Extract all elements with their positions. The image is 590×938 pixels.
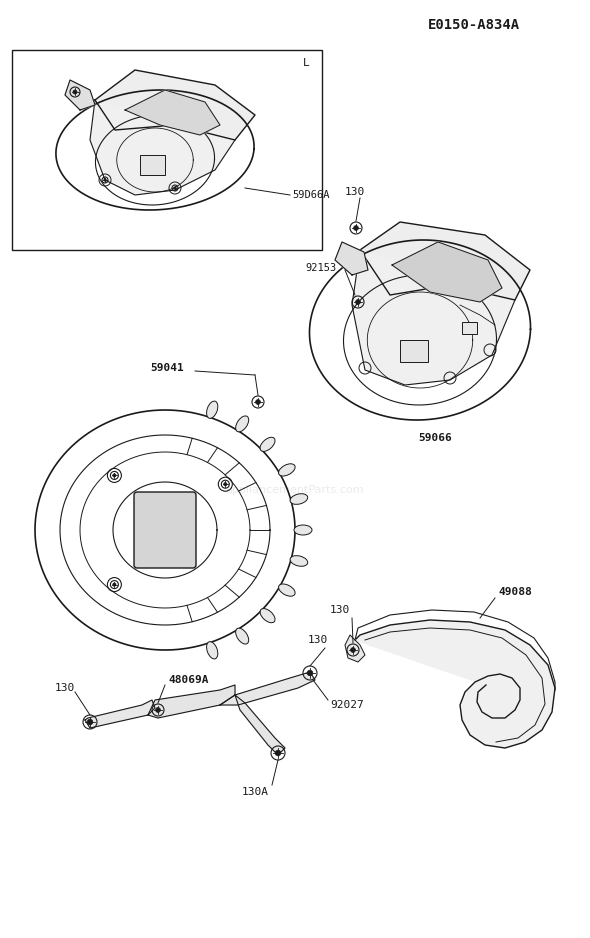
Text: 59D66A: 59D66A <box>292 190 329 200</box>
Ellipse shape <box>290 555 308 567</box>
Ellipse shape <box>260 609 275 623</box>
Circle shape <box>113 583 116 586</box>
Text: 130: 130 <box>330 605 350 615</box>
Polygon shape <box>335 242 368 275</box>
Circle shape <box>73 90 77 94</box>
Text: 92153: 92153 <box>305 263 336 273</box>
Polygon shape <box>392 242 502 302</box>
Bar <box>140 155 165 175</box>
Circle shape <box>113 474 116 477</box>
Polygon shape <box>220 672 315 705</box>
Bar <box>462 322 477 334</box>
Ellipse shape <box>260 437 275 451</box>
Circle shape <box>356 299 360 305</box>
Ellipse shape <box>235 628 249 644</box>
Polygon shape <box>65 80 95 110</box>
Text: 130A: 130A <box>241 787 268 797</box>
Text: 130: 130 <box>345 187 365 197</box>
Circle shape <box>255 400 260 404</box>
Polygon shape <box>345 635 365 662</box>
Polygon shape <box>360 222 530 300</box>
Circle shape <box>224 483 227 486</box>
Ellipse shape <box>278 584 295 597</box>
Ellipse shape <box>294 525 312 535</box>
Polygon shape <box>90 100 235 195</box>
Ellipse shape <box>290 493 308 505</box>
Circle shape <box>307 670 313 675</box>
Text: 130: 130 <box>55 683 76 693</box>
Circle shape <box>87 719 93 725</box>
Text: 49088: 49088 <box>498 587 532 597</box>
Text: E0150-A834A: E0150-A834A <box>428 18 520 32</box>
FancyBboxPatch shape <box>134 492 196 568</box>
Ellipse shape <box>235 416 249 431</box>
Polygon shape <box>355 620 555 748</box>
Circle shape <box>104 179 106 181</box>
Bar <box>400 340 428 362</box>
Text: 48069A: 48069A <box>168 675 208 685</box>
Circle shape <box>156 707 160 712</box>
Polygon shape <box>352 250 515 385</box>
Circle shape <box>350 647 355 653</box>
Text: L: L <box>303 58 309 68</box>
Text: appliancementParts.com: appliancementParts.com <box>226 485 364 495</box>
Text: 59066: 59066 <box>418 433 452 443</box>
Polygon shape <box>85 700 155 728</box>
Polygon shape <box>148 685 235 718</box>
Circle shape <box>353 226 358 231</box>
Polygon shape <box>235 695 285 755</box>
Text: 59041: 59041 <box>150 363 183 373</box>
Circle shape <box>275 750 281 756</box>
Polygon shape <box>95 70 255 140</box>
Text: 130: 130 <box>308 635 328 645</box>
Text: 92027: 92027 <box>330 700 364 710</box>
Ellipse shape <box>278 463 295 476</box>
Polygon shape <box>125 90 220 135</box>
Bar <box>12 50 322 250</box>
Ellipse shape <box>206 642 218 658</box>
Circle shape <box>174 187 176 189</box>
Ellipse shape <box>206 401 218 418</box>
